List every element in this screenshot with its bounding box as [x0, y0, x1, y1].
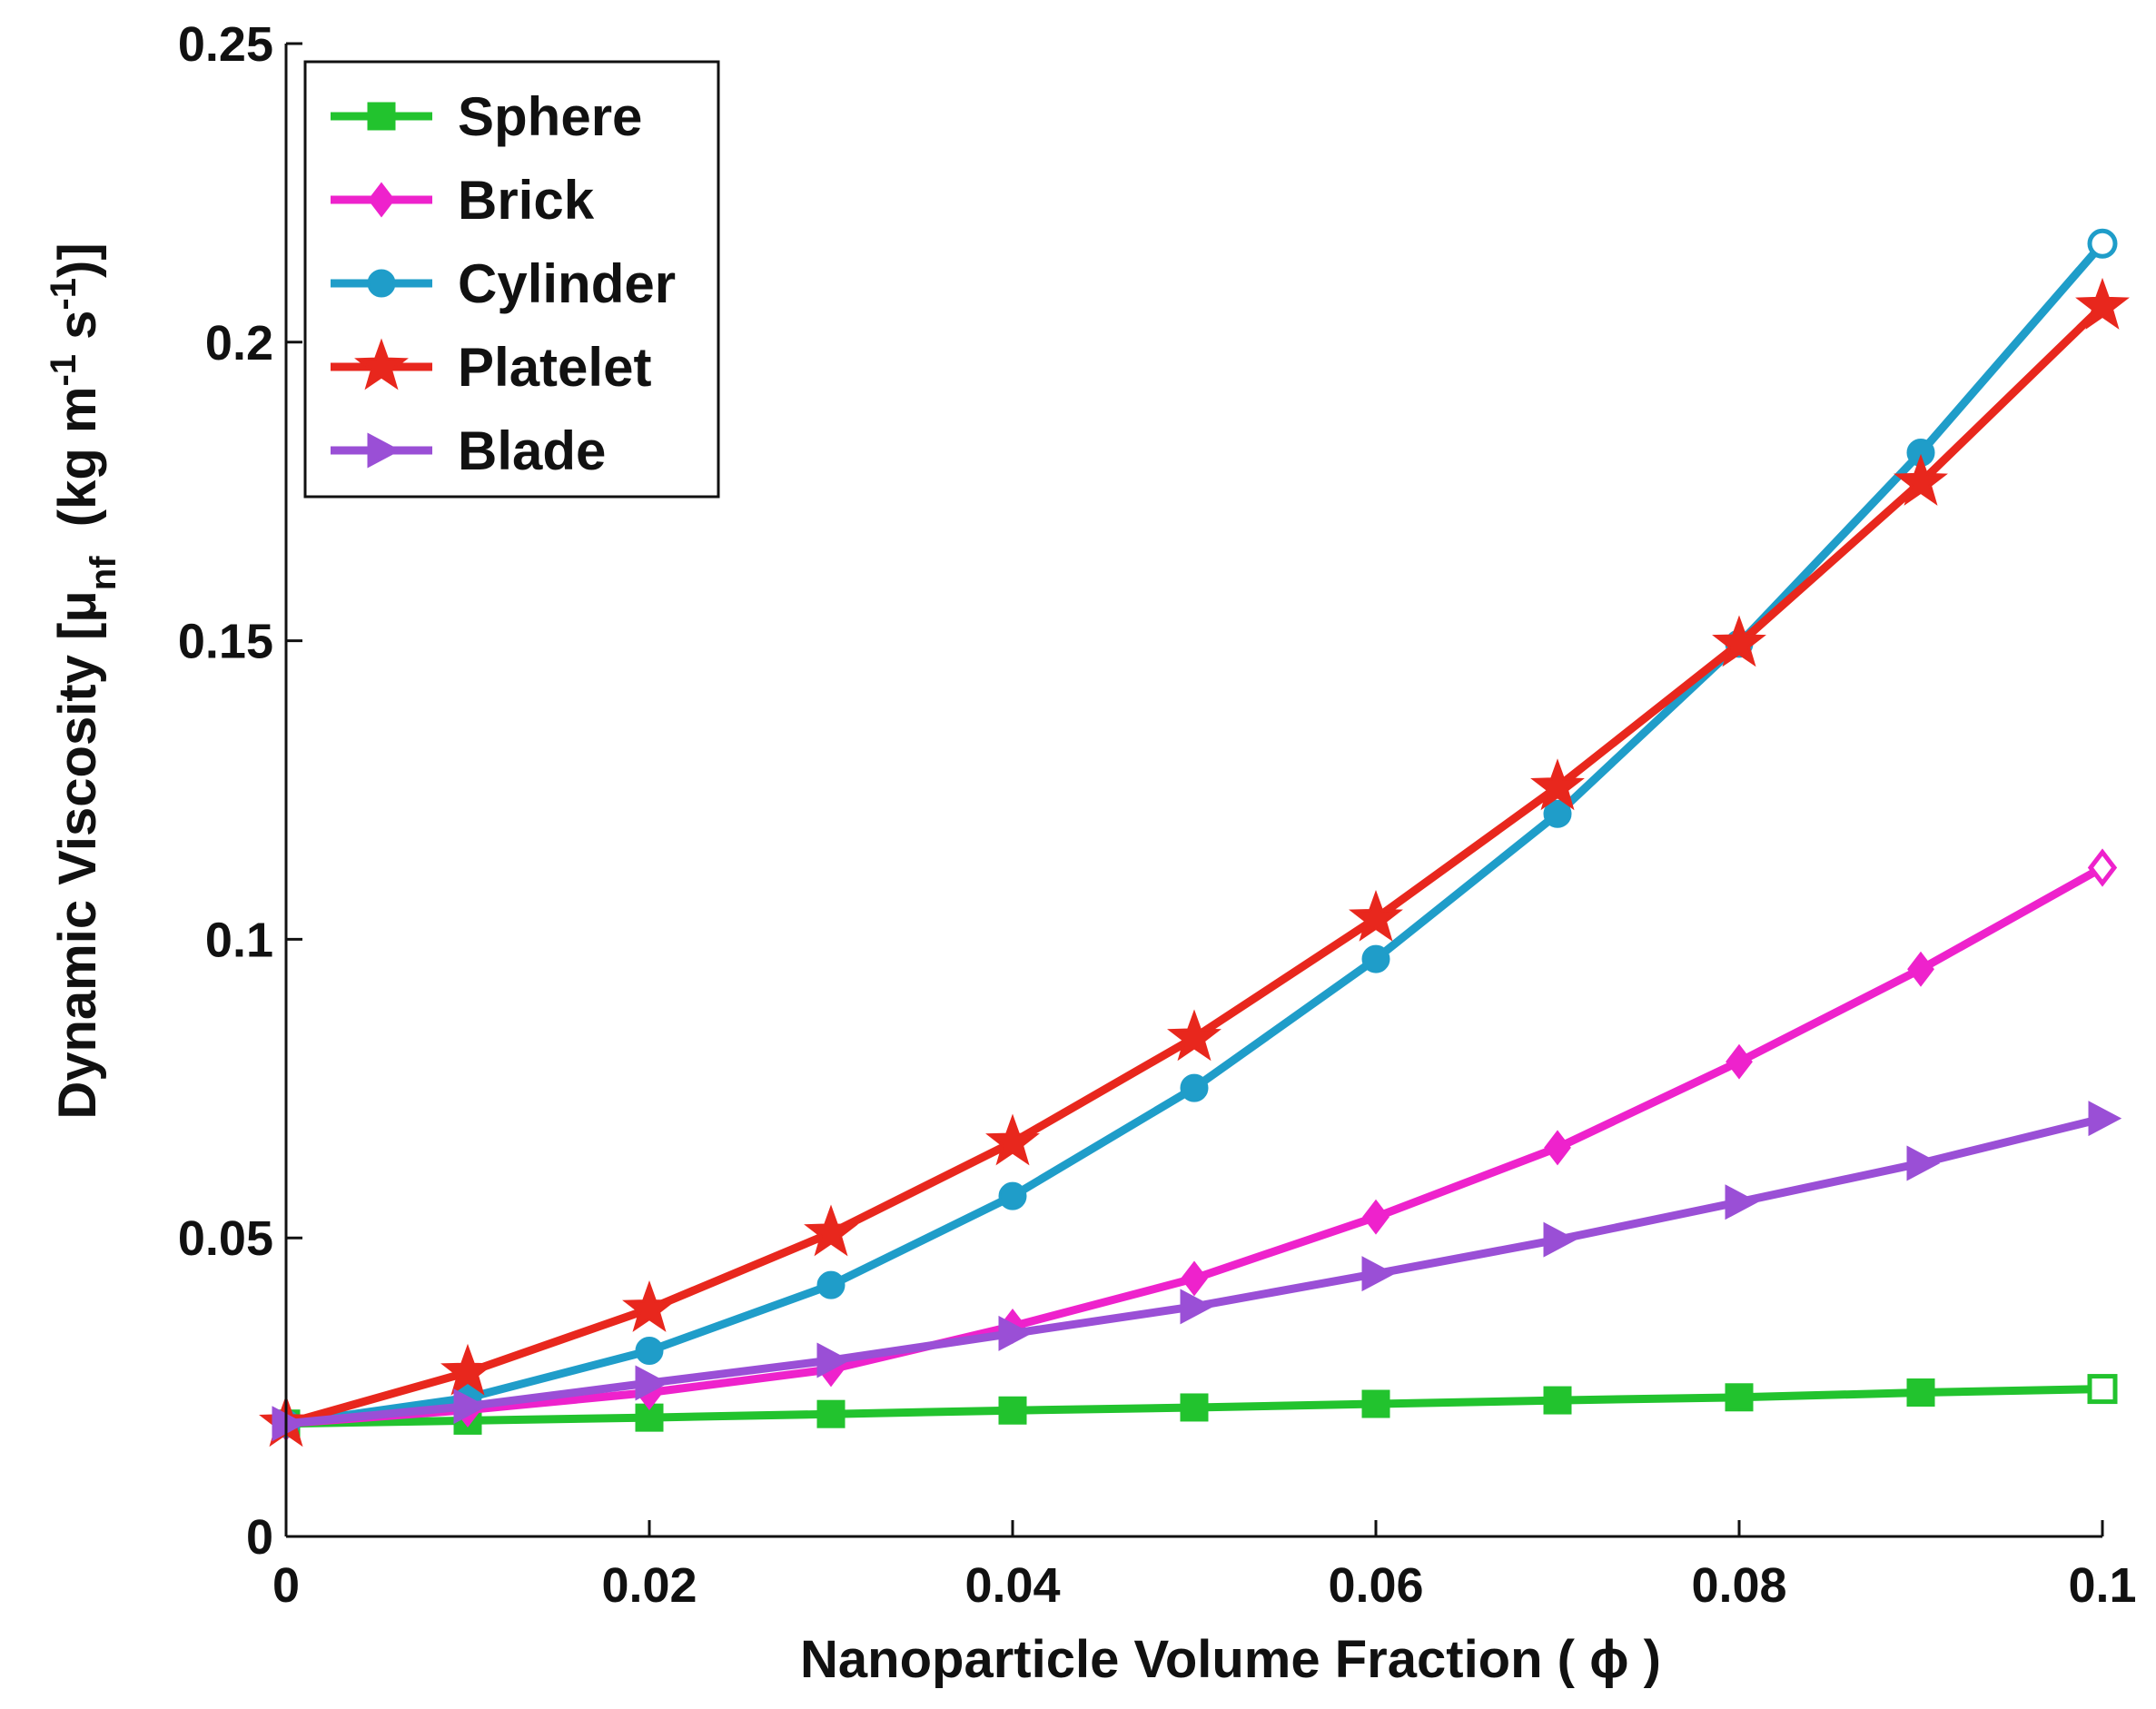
marker-triangle-right [367, 432, 401, 469]
legend-label: Brick [458, 170, 595, 231]
series-platelet [259, 277, 2130, 1447]
marker-diamond [368, 182, 395, 218]
marker-square [367, 102, 396, 131]
series-blade [272, 1101, 2122, 1442]
marker-star [354, 338, 409, 390]
marker-square [1725, 1383, 1754, 1412]
marker-diamond [1726, 1043, 1753, 1080]
marker-circle [998, 1181, 1027, 1210]
y-axis-title-prefix: Dynamic Viscosity [μ [48, 590, 107, 1119]
marker-square [1906, 1378, 1935, 1408]
marker-triangle-right [2088, 1101, 2122, 1137]
y-tick-label: 0 [246, 1510, 273, 1565]
marker-star [804, 1204, 858, 1257]
marker-diamond [2087, 848, 2118, 887]
marker-triangle-right [1725, 1184, 1759, 1220]
y-axis-title-suffix: )] [48, 242, 107, 278]
marker-triangle-right [816, 1342, 851, 1378]
legend: Sphere Brick Cylinder Platelet Blade [303, 60, 720, 499]
legend-item-cylinder: Cylinder [331, 253, 676, 314]
marker-star [622, 1280, 677, 1332]
marker-triangle-right [272, 1406, 306, 1442]
marker-star [440, 1343, 495, 1396]
x-tick-label: 0 [272, 1558, 300, 1613]
marker-circle [816, 1270, 846, 1299]
marker-circle [635, 1336, 664, 1365]
x-tick-label: 0.06 [1328, 1558, 1423, 1613]
marker-circle [2087, 228, 2118, 259]
marker-circle [1361, 944, 1390, 973]
marker-diamond [1181, 1260, 1208, 1297]
marker-star [985, 1113, 1040, 1166]
y-tick-label: 0.15 [178, 615, 273, 669]
y-axis-title-middle: (kg m [48, 387, 107, 557]
marker-circle [1180, 1073, 1209, 1102]
marker-triangle-right [453, 1388, 488, 1425]
marker-square [816, 1399, 846, 1428]
y-tick-label: 0.1 [205, 913, 273, 967]
x-tick-label: 0.04 [964, 1558, 1060, 1613]
marker-diamond [1544, 1130, 1571, 1166]
marker-triangle-right [1906, 1145, 1941, 1181]
legend-item-blade: Blade [331, 420, 606, 481]
marker-square [1361, 1389, 1390, 1418]
marker-star [1530, 758, 1585, 811]
marker-square [1543, 1386, 1572, 1415]
marker-circle [1543, 799, 1572, 828]
marker-triangle-right [998, 1315, 1033, 1351]
y-tick-label: 0.05 [178, 1211, 273, 1266]
marker-star [1349, 889, 1403, 942]
legend-label: Blade [458, 420, 606, 481]
legend-item-sphere: Sphere [331, 86, 642, 147]
marker-star [1712, 615, 1766, 667]
x-tick-label: 0.02 [601, 1558, 697, 1613]
y-tick-label: 0.25 [178, 17, 273, 72]
marker-star [1167, 1009, 1221, 1062]
marker-diamond [1907, 951, 1934, 987]
marker-star [1894, 453, 1948, 506]
legend-label: Cylinder [458, 253, 676, 314]
legend-label: Sphere [458, 86, 642, 147]
y-axis-title-sub: nf [84, 556, 124, 590]
y-axis-title-middle2: s [48, 311, 107, 354]
y-tick-label: 0.2 [205, 316, 273, 370]
x-tick-label: 0.1 [2068, 1558, 2136, 1613]
marker-circle [367, 269, 396, 298]
y-axis-title: Dynamic Viscosity [μnf (kg m-1 s-1)] [44, 242, 124, 1119]
axes-layer: 0 0.02 0.04 0.06 0.08 0.1 0 0.05 0.1 0.15 0.2 0.25 [178, 17, 2137, 1613]
legend-label: Platelet [458, 337, 651, 398]
y-axis-title-sup1: -1 [44, 354, 84, 387]
x-axis-title: Nanoparticle Volume Fraction ( ϕ ) [800, 1630, 1661, 1689]
marker-triangle-right [635, 1365, 669, 1401]
marker-square [998, 1396, 1027, 1425]
y-axis-title-sup2: -1 [44, 278, 84, 311]
marker-diamond [1362, 1199, 1390, 1235]
marker-square [1180, 1393, 1209, 1422]
series-layer [259, 228, 2130, 1447]
x-tick-label: 0.08 [1691, 1558, 1786, 1613]
legend-item-platelet: Platelet [331, 337, 651, 398]
marker-square [2087, 1374, 2118, 1405]
marker-triangle-right [1361, 1256, 1396, 1292]
marker-triangle-right [1180, 1289, 1214, 1325]
legend-item-brick: Brick [331, 170, 595, 231]
marker-triangle-right [1543, 1221, 1577, 1258]
marker-star [2075, 277, 2130, 330]
